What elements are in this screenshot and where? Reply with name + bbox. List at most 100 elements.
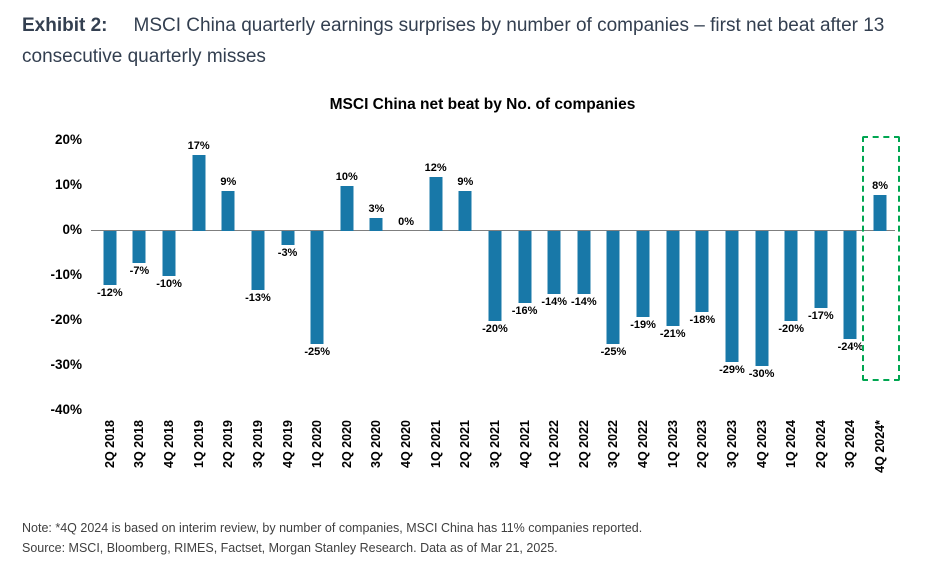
bar-column: -17% 2Q 2024 [806, 141, 836, 468]
bar-column: -25% 3Q 2022 [599, 141, 629, 468]
bar-column: -30% 4Q 2023 [747, 141, 777, 468]
x-axis-label: 1Q 2019 [191, 420, 206, 468]
x-axis-label: 2Q 2018 [102, 420, 117, 468]
bar [429, 177, 443, 231]
x-axis-label: 4Q 2024* [873, 420, 888, 473]
x-axis-label: 1Q 2020 [310, 420, 325, 468]
bar [103, 231, 117, 285]
x-axis-label: 2Q 2020 [339, 420, 354, 468]
y-axis: 20% 10% 0% -10% -20% -30% -40% [20, 132, 88, 417]
x-axis-label: 2Q 2023 [695, 420, 710, 468]
bar [636, 231, 650, 317]
bar [251, 231, 265, 290]
bar [162, 231, 176, 276]
x-axis-label: 4Q 2022 [636, 420, 651, 468]
bar [132, 231, 146, 263]
bar-value-label: -20% [482, 323, 508, 335]
bar [340, 186, 354, 231]
bar [518, 231, 532, 303]
bar-value-label: -21% [659, 327, 686, 340]
source-text: Source: MSCI, Bloomberg, RIMES, Factset,… [22, 541, 558, 555]
bar-value-label: -25% [600, 345, 627, 358]
bar-column: 3% 3Q 2020 [362, 141, 392, 468]
bar-value-label: -18% [689, 314, 716, 326]
bar-column: -14% 1Q 2022 [539, 141, 569, 468]
bar-column: -7% 3Q 2018 [125, 141, 155, 468]
bar-value-label: -17% [807, 309, 834, 322]
bar-column: -20% 3Q 2021 [480, 141, 510, 468]
bar-value-label: -24% [837, 341, 864, 353]
bar-value-label: 10% [335, 171, 358, 183]
bar-column: -19% 4Q 2022 [628, 141, 658, 468]
x-axis-label: 4Q 2021 [517, 420, 532, 468]
x-axis-label: 3Q 2018 [132, 420, 147, 468]
bar-value-label: -19% [630, 318, 656, 331]
bar-value-label: 17% [187, 139, 210, 152]
y-axis-tick-label: 0% [62, 222, 82, 237]
bar-column: 17% 1Q 2019 [184, 139, 214, 468]
zero-baseline [91, 230, 895, 231]
bar-value-label: -30% [748, 368, 775, 380]
y-axis-tick-label: 20% [54, 132, 82, 147]
bar [458, 190, 472, 231]
bar-value-label: 0% [398, 216, 415, 228]
bar [755, 231, 769, 366]
bar-column: 8% 4Q 2024* [865, 141, 895, 473]
chart-title: MSCI China net beat by No. of companies [329, 96, 636, 113]
bar-value-label: 12% [424, 162, 447, 174]
bar-column: -20% 1Q 2024 [776, 141, 806, 468]
bar-column: -24% 3Q 2024 [836, 141, 866, 468]
x-axis-label: 2Q 2024 [813, 420, 828, 468]
bar [192, 154, 206, 231]
bar-value-label: -25% [304, 345, 331, 358]
bar-value-label: -29% [719, 363, 745, 376]
x-axis-label: 1Q 2024 [784, 420, 799, 468]
bar-column: 0% 4Q 2020 [391, 141, 421, 468]
exhibit-label: Exhibit 2: [22, 15, 108, 36]
bar [784, 231, 798, 321]
bar [281, 231, 295, 245]
note-text: Note: *4Q 2024 is based on interim revie… [22, 521, 643, 535]
bar [606, 231, 620, 344]
bar [814, 231, 828, 308]
bar [369, 217, 383, 231]
x-axis-label: 4Q 2019 [280, 420, 295, 468]
x-axis-label: 4Q 2020 [399, 420, 414, 468]
bar-column: 10% 2Q 2020 [332, 141, 362, 468]
bar [310, 231, 324, 344]
plot-area: -12% 2Q 2018 -7% 3Q 2018 -10% 4Q 2018 17% 1Q 20… [91, 136, 900, 473]
bar-column: 9% 2Q 2021 [451, 141, 481, 468]
bar-value-label: 3% [368, 202, 385, 215]
x-axis-label: 3Q 2021 [487, 420, 502, 468]
bar-column: -13% 3Q 2019 [243, 141, 273, 468]
bar-column: 12% 1Q 2021 [421, 141, 451, 468]
bar [666, 231, 680, 326]
bar-value-label: 9% [457, 175, 474, 188]
x-axis-label: 3Q 2019 [250, 420, 265, 468]
bar-column: -29% 3Q 2023 [717, 141, 747, 468]
bar-value-label: -3% [277, 246, 298, 259]
bar [695, 231, 709, 312]
y-axis-tick-label: -30% [50, 357, 82, 372]
x-axis-label: 4Q 2023 [754, 420, 769, 468]
x-axis-label: 2Q 2022 [576, 420, 591, 468]
x-axis-label: 2Q 2019 [221, 420, 236, 468]
bar-column: -10% 4Q 2018 [154, 141, 184, 468]
x-axis-label: 1Q 2022 [547, 420, 562, 468]
y-axis-tick-label: 10% [54, 177, 82, 192]
bar-column: -25% 1Q 2020 [302, 141, 332, 468]
y-axis-tick-label: -40% [50, 402, 82, 417]
bar-value-label: -10% [156, 278, 182, 290]
bar [488, 231, 502, 321]
bar [547, 231, 561, 294]
bar-value-label: -13% [245, 291, 271, 304]
bar-column: -12% 2Q 2018 [95, 141, 125, 468]
bar-value-label: -14% [570, 296, 597, 308]
bar [577, 231, 591, 294]
bar-value-label: -14% [541, 296, 568, 308]
x-axis-label: 3Q 2020 [369, 420, 384, 468]
y-axis-tick-label: -20% [50, 312, 82, 327]
bar [843, 231, 857, 339]
bar-value-label: -16% [511, 305, 538, 317]
exhibit-header: Exhibit 2: MSCI China quarterly earnings … [22, 10, 917, 73]
